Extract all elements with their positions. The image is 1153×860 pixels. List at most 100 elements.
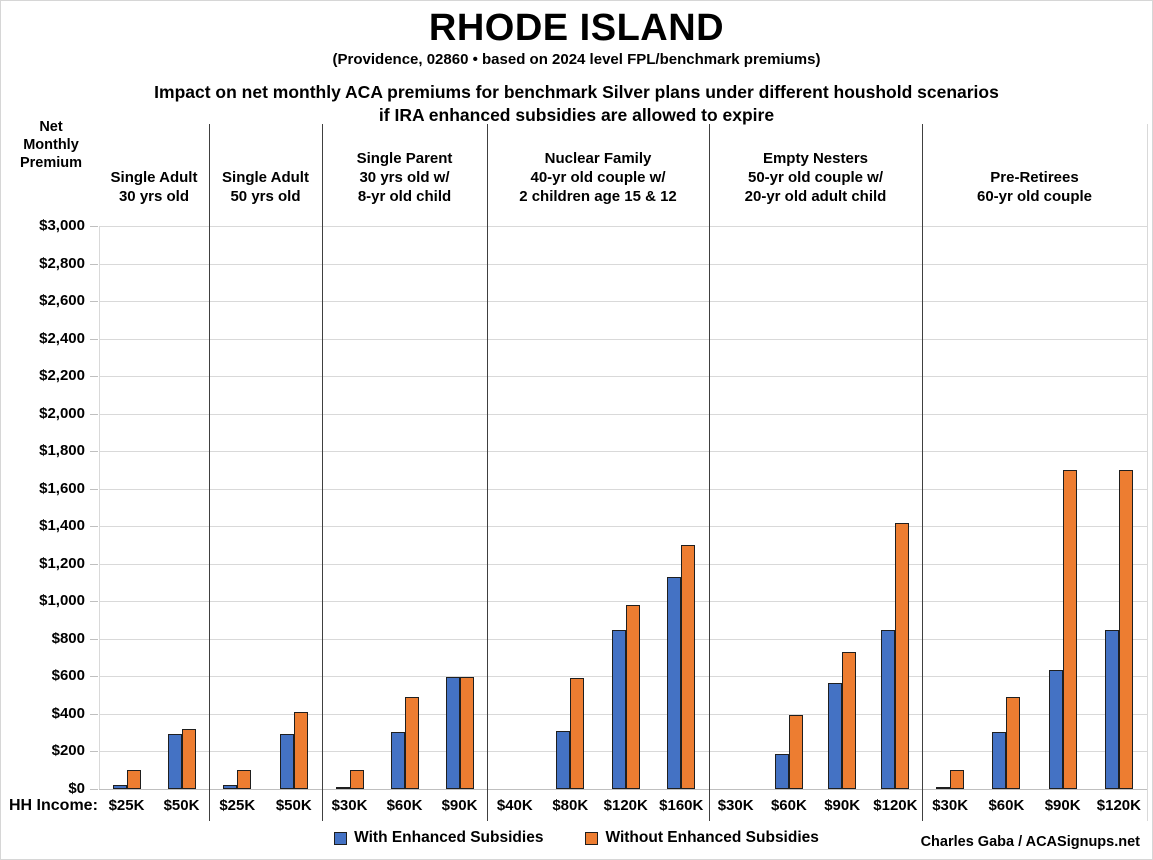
income-label: $120K — [603, 797, 648, 814]
bar-without-subsidies-g4-160k — [681, 544, 696, 789]
y-tick-label: $2,800 — [39, 254, 85, 272]
group-header-line: Pre-Retirees — [990, 169, 1079, 186]
group-header-line: 60-yr old couple — [976, 188, 1093, 205]
y-tick-label: $2,400 — [39, 329, 85, 347]
y-axis-tick — [90, 563, 98, 565]
bar-with-subsidies-g6-120k — [1104, 629, 1119, 789]
y-axis-tick — [90, 338, 98, 340]
legend: With Enhanced Subsidies Without Enhanced … — [1, 829, 1152, 847]
chart-heading-line2: if IRA enhanced subsidies are allowed to… — [378, 105, 775, 125]
income-label: $120K — [1096, 797, 1141, 814]
credit: Charles Gaba / ACASignups.net — [920, 834, 1140, 850]
legend-item: Without Enhanced Subsidies — [585, 829, 819, 847]
bar-without-subsidies-g5-60k — [788, 714, 803, 789]
bar-without-subsidies-g5-120k — [895, 522, 910, 789]
income-label: $60K — [770, 797, 807, 814]
plot-right-border — [1147, 124, 1148, 821]
legend-item: With Enhanced Subsidies — [334, 829, 543, 847]
bar-with-subsidies-g4-80k — [556, 730, 571, 789]
group-header: Nuclear Family 40-yr old couple w/2 child… — [487, 139, 709, 206]
group-header-line: 30 yrs old w/ — [359, 169, 450, 186]
bar-with-subsidies-g5-60k — [774, 753, 789, 789]
bar-with-subsidies-g2-25k — [223, 784, 238, 789]
y-axis-tick — [90, 601, 98, 602]
bar-with-subsidies-g4-160k — [667, 576, 682, 789]
bar-with-subsidies-g2-50k — [279, 733, 294, 789]
y-tick-label: $800 — [51, 629, 85, 647]
bar-without-subsidies-g3-30k — [349, 769, 364, 789]
gridline — [99, 376, 1147, 377]
y-axis-tick — [90, 751, 98, 752]
bar-with-subsidies-g5-120k — [881, 629, 896, 789]
gridline — [99, 263, 1147, 265]
gridline — [99, 526, 1147, 527]
group-header-line: 30 yrs old — [118, 188, 190, 205]
group-header: Single Adult 50 yrs old — [209, 139, 322, 206]
y-tick-label: $1,400 — [39, 517, 85, 534]
y-tick-label: $200 — [51, 742, 85, 759]
income-label: $30K — [717, 797, 754, 814]
income-label: $90K — [1044, 797, 1081, 814]
plot-left-border — [99, 226, 100, 789]
y-tick-label: $2,200 — [39, 367, 85, 384]
page-title: RHODE ISLAND — [428, 7, 725, 49]
y-tick-label: $2,600 — [39, 292, 85, 309]
income-label: $60K — [386, 797, 423, 814]
income-label: $50K — [163, 797, 200, 814]
gridline — [99, 413, 1147, 415]
bar-without-subsidies-g4-80k — [570, 677, 585, 789]
bar-without-subsidies-g6-60k — [1006, 696, 1021, 789]
gridline — [99, 601, 1147, 602]
bar-without-subsidies-g6-30k — [950, 769, 965, 789]
gridline — [99, 301, 1147, 302]
bar-without-subsidies-g3-60k — [404, 696, 419, 789]
group-separator — [708, 124, 710, 821]
income-label: $30K — [331, 797, 368, 814]
income-label: $25K — [108, 797, 145, 814]
income-label: $120K — [873, 797, 918, 814]
y-tick-label: $2,000 — [39, 404, 85, 422]
bar-without-subsidies-g3-90k — [459, 676, 474, 789]
y-axis-tick — [90, 676, 98, 677]
legend-label: Without Enhanced Subsidies — [605, 829, 819, 846]
y-axis-tick — [90, 713, 98, 715]
income-label: $30K — [932, 797, 969, 814]
bar-with-subsidies-g4-120k — [611, 629, 626, 789]
gridline — [99, 788, 1147, 790]
y-tick-label: $3,000 — [39, 217, 85, 234]
y-axis-title-line: Premium — [19, 155, 83, 171]
income-label: $25K — [219, 797, 256, 814]
group-header-line: Nuclear Family — [544, 150, 652, 167]
y-axis-tick — [90, 488, 98, 490]
bar-without-subsidies-g6-120k — [1118, 469, 1133, 789]
group-header: Empty Nesters 50-yr old couple w/20-yr ol… — [709, 139, 922, 206]
gridline — [99, 226, 1147, 227]
group-header: Single Adult 30 yrs old — [99, 139, 209, 206]
bar-without-subsidies-g5-90k — [842, 651, 857, 789]
group-header-line: 2 children age 15 & 12 — [519, 188, 677, 205]
bar-without-subsidies-g6-90k — [1062, 469, 1077, 789]
y-tick-label: $600 — [51, 667, 85, 684]
legend-swatch-icon — [585, 831, 599, 845]
y-axis-tick — [90, 526, 98, 527]
bar-with-subsidies-g1-50k — [167, 733, 182, 789]
y-axis-tick — [90, 263, 98, 265]
group-separator — [921, 124, 923, 821]
group-header-line: 20-yr old adult child — [744, 188, 887, 205]
bar-without-subsidies-g2-25k — [237, 769, 252, 789]
legend-label: With Enhanced Subsidies — [354, 829, 544, 846]
gridline — [99, 563, 1147, 565]
y-axis-title-line: Net — [39, 119, 63, 135]
group-header-line: Empty Nesters — [762, 150, 869, 167]
gridline — [99, 338, 1147, 340]
group-header-line: Single Adult — [110, 169, 198, 186]
group-header: Single Parent 30 yrs old w/8-yr old child — [322, 139, 487, 206]
income-label: $90K — [824, 797, 861, 814]
legend-swatch-icon — [334, 831, 348, 845]
bar-with-subsidies-g3-90k — [445, 676, 460, 789]
income-label: $80K — [552, 797, 589, 814]
group-separator — [321, 124, 323, 821]
y-tick-label: $0 — [68, 779, 85, 797]
